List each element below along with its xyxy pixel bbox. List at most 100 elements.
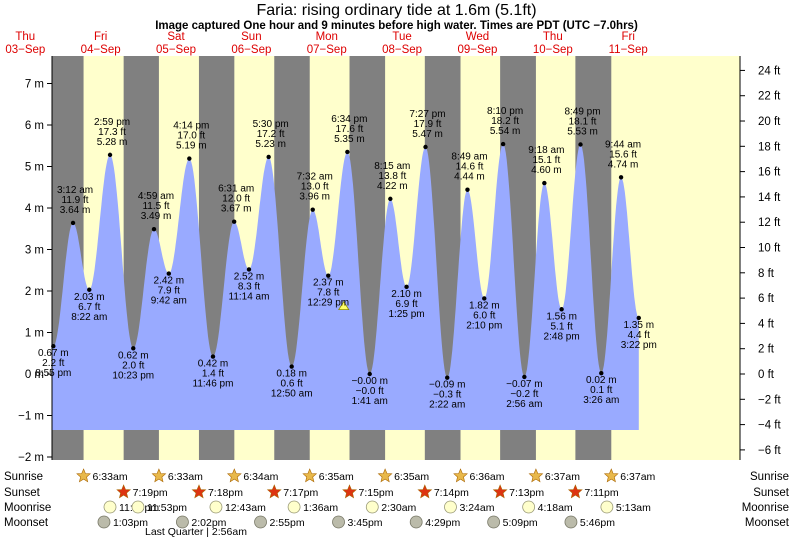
sunset-icon bbox=[342, 484, 357, 499]
tide-label: 2:10 pm bbox=[466, 320, 502, 331]
sunset-time: 7:19pm bbox=[133, 487, 168, 499]
tide-point bbox=[482, 296, 487, 301]
tide-label: 8:49 pm bbox=[564, 107, 600, 118]
tide-label: 7:27 pm bbox=[409, 109, 445, 120]
moonrise-icon bbox=[522, 500, 536, 514]
tide-label: 4:14 pm bbox=[173, 121, 209, 132]
moonset-icon bbox=[176, 515, 189, 529]
tide-label: 5.54 m bbox=[490, 126, 521, 137]
moonrise-icon bbox=[365, 500, 379, 514]
tide-label: 0.18 m bbox=[276, 369, 307, 380]
legend-row-label-left: Sunrise bbox=[4, 471, 43, 483]
tide-label: 6.9 ft bbox=[395, 299, 417, 310]
sunrise-icon bbox=[226, 468, 242, 483]
legend-row-label-right: Moonrise bbox=[742, 502, 789, 514]
tide-label: 8:15 am bbox=[374, 161, 410, 172]
tide-label: 3.64 m bbox=[60, 205, 91, 216]
right-axis-label: 4 ft bbox=[758, 318, 775, 330]
sunrise-icon bbox=[151, 468, 167, 483]
tide-label: 9:44 am bbox=[605, 139, 641, 150]
left-axis-label: 0 m bbox=[25, 369, 44, 381]
tide-label: 2.03 m bbox=[74, 292, 105, 303]
tide-label: −0.0 ft bbox=[356, 386, 384, 397]
tide-label: 17.3 ft bbox=[98, 127, 126, 138]
sunset-time: 7:15pm bbox=[359, 487, 394, 499]
tide-point bbox=[404, 284, 409, 290]
moonset-time: 4:29pm bbox=[425, 517, 460, 529]
sunrise-icon bbox=[528, 468, 544, 483]
tide-label: 11.9 ft bbox=[62, 195, 89, 206]
tide-label: 6.7 ft bbox=[78, 302, 100, 313]
tide-point bbox=[131, 346, 136, 351]
tide-label: −0.00 m bbox=[352, 376, 388, 387]
tide-point bbox=[465, 187, 470, 192]
sunset-icon bbox=[116, 484, 132, 499]
moonrise-icon bbox=[131, 500, 145, 514]
tide-label: 7.8 ft bbox=[317, 288, 339, 299]
tide-label: 1.82 m bbox=[469, 300, 500, 311]
day-of-week-label: Sun bbox=[241, 31, 261, 43]
day-of-week-label: Thu bbox=[543, 31, 563, 43]
tide-label: 5.35 m bbox=[334, 134, 365, 145]
moonrise-icon bbox=[444, 500, 457, 514]
tide-label: 10:23 pm bbox=[112, 370, 154, 381]
sunset-icon bbox=[191, 484, 207, 499]
tide-label: 2.37 m bbox=[313, 278, 344, 289]
tide-point bbox=[151, 226, 157, 232]
tide-point bbox=[70, 220, 76, 226]
tide-area bbox=[52, 144, 639, 431]
sunrise-time: 6:33am bbox=[168, 471, 203, 483]
day-of-week-label: Fri bbox=[94, 31, 107, 43]
right-axis-label: 14 ft bbox=[758, 192, 781, 204]
tide-label: 9:18 am bbox=[528, 145, 564, 156]
moonset-time: 3:45pm bbox=[348, 517, 383, 529]
right-axis-label: 10 ft bbox=[758, 243, 781, 255]
moonset-time: 5:46pm bbox=[580, 517, 615, 529]
legend-row-label-right: Moonset bbox=[745, 517, 790, 529]
date-label: 08−Sep bbox=[382, 44, 422, 56]
legend-row-label-left: Sunset bbox=[4, 487, 41, 499]
sunrise-icon bbox=[603, 468, 619, 483]
right-axis-label: 24 ft bbox=[758, 65, 781, 77]
sunrise-time: 6:35am bbox=[319, 471, 354, 483]
sunrise-icon bbox=[453, 468, 468, 483]
moonset-icon bbox=[332, 515, 345, 529]
tide-label: 12:29 pm bbox=[307, 298, 349, 309]
tide-point bbox=[345, 149, 350, 155]
tide-label: 12:50 am bbox=[271, 389, 313, 400]
tide-label: 0.62 m bbox=[118, 350, 149, 361]
sunset-icon bbox=[492, 484, 508, 499]
day-of-week-label: Sat bbox=[167, 31, 185, 43]
right-axis-label: −2 ft bbox=[758, 394, 782, 406]
tide-label: 0.1 ft bbox=[590, 385, 612, 396]
tide-label: 8:10 pm bbox=[487, 106, 523, 117]
tide-point bbox=[542, 180, 547, 186]
tide-label: −0.2 ft bbox=[510, 389, 538, 400]
tide-label: −0.3 ft bbox=[433, 390, 461, 401]
sunset-icon bbox=[567, 484, 583, 499]
tide-label: 0.42 m bbox=[198, 359, 229, 370]
tide-label: 1.35 m bbox=[623, 320, 654, 331]
tide-point bbox=[266, 154, 271, 160]
tide-point bbox=[87, 287, 92, 292]
tide-point bbox=[326, 273, 331, 278]
moonset-icon bbox=[254, 515, 267, 529]
tide-label: 8:55 pm bbox=[35, 368, 71, 379]
tide-label: 8:49 am bbox=[451, 152, 487, 163]
tide-label: 0.02 m bbox=[586, 375, 617, 386]
tide-label: 3.96 m bbox=[299, 192, 330, 203]
day-of-week-label: Wed bbox=[466, 31, 489, 43]
tide-label: 2.10 m bbox=[391, 289, 422, 300]
moonset-icon bbox=[487, 515, 501, 529]
moonrise-time: 2:30am bbox=[381, 502, 416, 514]
tide-label: 2.42 m bbox=[154, 276, 185, 287]
day-of-week-label: Tue bbox=[392, 31, 411, 43]
tide-label: 5.19 m bbox=[176, 141, 207, 152]
tide-point bbox=[367, 371, 372, 377]
moonset-time: 5:09pm bbox=[503, 517, 538, 529]
moonrise-icon bbox=[209, 500, 223, 514]
tide-point bbox=[423, 144, 428, 150]
moonset-time: 2:55pm bbox=[270, 517, 305, 529]
moonrise-time: 3:24am bbox=[459, 502, 494, 514]
tide-label: 6:31 am bbox=[218, 184, 254, 195]
